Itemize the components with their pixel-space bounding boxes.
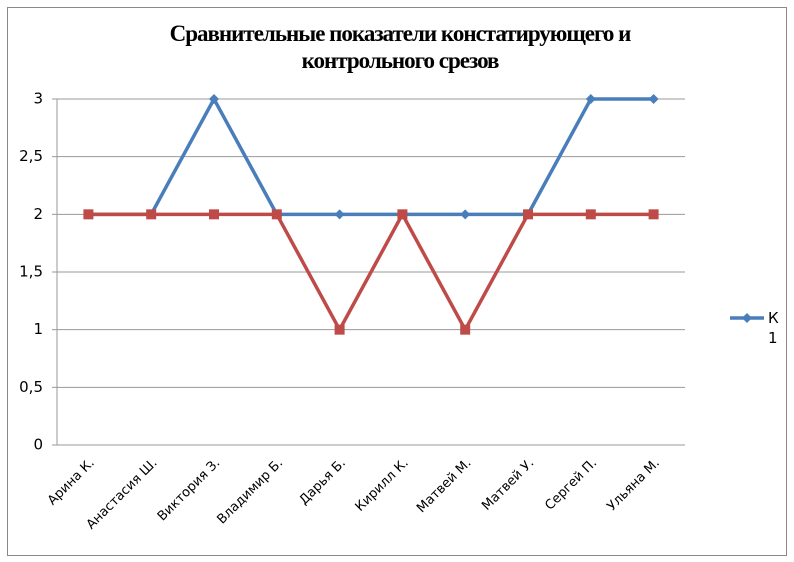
x-tick-label: Владимир Б. <box>214 456 286 528</box>
y-tick-label: 0 <box>33 436 43 454</box>
point <box>334 209 345 220</box>
x-tick-label: Матвей У. <box>479 456 537 514</box>
point <box>523 209 533 220</box>
series-line <box>88 210 654 334</box>
point <box>648 94 659 104</box>
y-tick-label: 2 <box>33 205 43 223</box>
y-tick-label: 1,5 <box>19 263 43 281</box>
x-tick-label: Сергей П. <box>542 456 600 514</box>
x-tick-label: Арина К. <box>45 456 98 509</box>
point <box>585 94 596 104</box>
point <box>585 209 596 220</box>
legend-label: К 1 <box>768 309 779 347</box>
x-tick-label: Ульяна М. <box>604 456 662 514</box>
point <box>460 324 471 335</box>
x-tick-label: Виктория З. <box>155 456 224 525</box>
point <box>209 209 219 220</box>
point <box>648 209 659 220</box>
y-tick-label: 1 <box>33 320 43 338</box>
x-tick-label: Матвей М. <box>414 456 474 516</box>
point <box>334 324 345 335</box>
point <box>271 209 282 220</box>
y-tick-label: 0,5 <box>19 378 43 396</box>
point <box>397 209 408 220</box>
chart-border <box>7 7 787 556</box>
series-line <box>88 95 654 217</box>
legend-swatch <box>730 313 764 323</box>
point <box>83 209 94 220</box>
y-tick-label: 2,5 <box>19 147 43 165</box>
chart-title: Сравнительные показатели констатирующего… <box>169 21 632 73</box>
point <box>209 94 219 104</box>
x-tick-label: Дарья Б. <box>297 456 349 508</box>
y-tick-label: 3 <box>33 90 43 108</box>
point <box>146 209 157 220</box>
x-tick-label: Кирилл К. <box>353 456 412 515</box>
point <box>460 209 471 220</box>
